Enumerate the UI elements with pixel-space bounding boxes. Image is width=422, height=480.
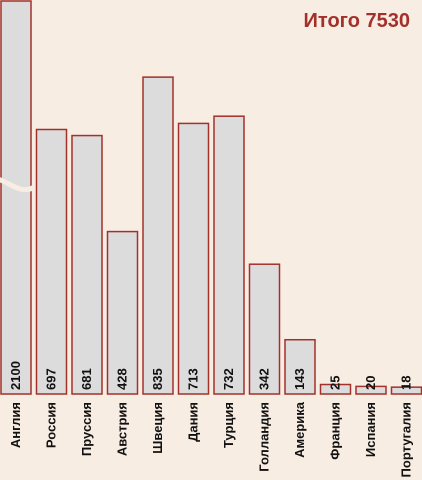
bar-4 xyxy=(106,230,139,395)
value-label-6: 713 xyxy=(186,368,201,390)
category-label-3: Пруссия xyxy=(79,402,94,456)
value-label-1: 2100 xyxy=(8,361,23,390)
category-label-1: Англия xyxy=(8,402,23,448)
value-label-12: 18 xyxy=(399,376,414,390)
category-label-7: Турция xyxy=(221,402,236,448)
bar-5 xyxy=(142,76,174,395)
value-label-9: 143 xyxy=(292,368,307,390)
category-label-11: Испания xyxy=(363,402,378,457)
value-label-8: 342 xyxy=(257,368,272,390)
chart-title: Итого 7530 xyxy=(303,10,410,32)
value-label-10: 25 xyxy=(328,376,343,390)
category-label-5: Швеция xyxy=(150,402,165,454)
bar-9 xyxy=(284,338,316,395)
bar-8 xyxy=(248,263,281,395)
value-label-7: 732 xyxy=(221,368,236,390)
category-label-10: Франция xyxy=(328,402,343,460)
value-label-4: 428 xyxy=(115,368,130,390)
category-label-9: Америка xyxy=(292,401,307,458)
category-label-12: Португалия xyxy=(399,402,414,477)
bar-10 xyxy=(319,383,352,395)
bar-7 xyxy=(213,115,245,395)
category-label-2: Россия xyxy=(44,402,59,448)
bar-3 xyxy=(71,134,103,395)
value-label-5: 835 xyxy=(150,368,165,390)
category-label-6: Дания xyxy=(186,402,201,442)
bar-2 xyxy=(35,128,68,395)
category-label-4: Австрия xyxy=(115,402,130,456)
category-label-8: Голландия xyxy=(257,402,272,472)
bar-11 xyxy=(355,385,387,395)
value-label-11: 20 xyxy=(363,376,378,390)
value-label-2: 697 xyxy=(44,368,59,390)
value-label-3: 681 xyxy=(79,368,94,390)
bar-1 xyxy=(0,0,32,395)
bar-6 xyxy=(177,122,210,395)
axis-break-marker xyxy=(0,177,36,193)
